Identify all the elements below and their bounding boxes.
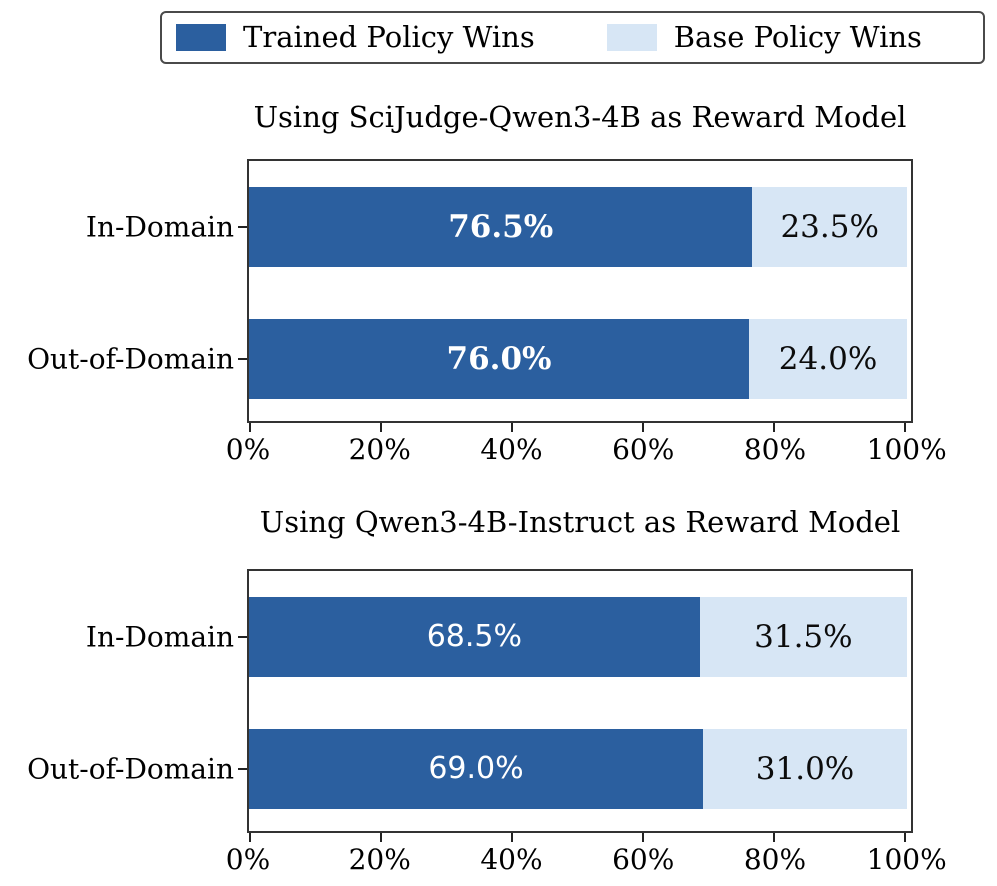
bar-segment-trained: 76.0% [249, 319, 750, 399]
bar-segment-base: 31.5% [699, 597, 907, 677]
bar-row: 76.0% 24.0% [249, 319, 907, 399]
x-tick-label: 0% [225, 433, 271, 466]
bar-row: 68.5% 31.5% [249, 597, 907, 677]
chart-title: Using Qwen3-4B-Instruct as Reward Model [259, 505, 901, 539]
bar-value-label: 76.5% [448, 208, 554, 245]
y-tick [238, 768, 247, 770]
x-axis-labels: 0% 20% 40% 60% 80% 100% [226, 843, 947, 877]
x-tick-label: 100% [866, 843, 947, 876]
x-tick [510, 833, 513, 842]
bar-segment-base: 23.5% [752, 187, 907, 267]
bar-value-label: 31.5% [754, 618, 853, 655]
x-tick [248, 833, 251, 842]
x-tick-label: 80% [743, 843, 807, 876]
x-tick-label: 60% [612, 843, 675, 876]
legend-label-trained: Trained Policy Wins [243, 20, 535, 54]
category-label: Out-of-Domain [27, 342, 234, 376]
bar-value-label: 31.0% [755, 750, 855, 787]
x-tick-label: 0% [225, 843, 271, 876]
y-tick [238, 358, 247, 360]
x-tick [772, 833, 775, 842]
legend-swatch-trained [176, 24, 226, 51]
x-tick-label: 20% [348, 433, 411, 466]
bar-row: 69.0% 31.0% [249, 729, 907, 809]
category-label: In-Domain [85, 620, 234, 654]
x-tick [772, 423, 775, 432]
bar-value-label: 24.0% [778, 340, 878, 377]
bar-value-label: 68.5% [426, 619, 523, 654]
x-tick [510, 423, 513, 432]
x-tick-label: 60% [612, 433, 675, 466]
bar-segment-trained: 76.5% [249, 187, 753, 267]
category-label: Out-of-Domain [27, 752, 234, 786]
plot-area: 68.5% 31.5% In-Domain 69.0% 31.0% Out-of-Doma… [27, 569, 913, 842]
bar-segment-trained: 68.5% [249, 597, 700, 677]
x-tick [379, 833, 382, 842]
bar-segment-base: 24.0% [749, 319, 907, 399]
bar-value-label: 76.0% [446, 340, 552, 377]
x-tick [641, 423, 644, 432]
bar-value-label: 23.5% [780, 208, 879, 245]
legend: Trained Policy Wins Base Policy Wins [160, 11, 985, 64]
legend-label-base: Base Policy Wins [673, 20, 922, 54]
x-tick-label: 40% [480, 433, 543, 466]
bar-value-label: 69.0% [428, 751, 524, 786]
chart-title: Using SciJudge-Qwen3-4B as Reward Model [253, 100, 907, 134]
legend-swatch-base [606, 24, 657, 51]
y-tick [238, 636, 247, 638]
bar-segment-base: 31.0% [703, 729, 907, 809]
x-tick [641, 833, 644, 842]
x-tick [379, 423, 382, 432]
x-axis-labels: 0% 20% 40% 60% 80% 100% [226, 433, 947, 467]
x-tick-label: 80% [743, 433, 807, 466]
x-tick [903, 423, 906, 432]
x-tick-label: 40% [480, 843, 543, 876]
bar-row: 76.5% 23.5% [249, 187, 907, 267]
x-tick-label: 20% [348, 843, 411, 876]
plot-area: 76.5% 23.5% In-Domain 76.0% 24.0% Out-of-Doma… [27, 159, 913, 432]
x-tick [248, 423, 251, 432]
category-label: In-Domain [85, 210, 234, 244]
x-tick-label: 100% [866, 433, 947, 466]
x-tick [903, 833, 906, 842]
bar-segment-trained: 69.0% [249, 729, 704, 809]
y-tick [238, 226, 247, 228]
